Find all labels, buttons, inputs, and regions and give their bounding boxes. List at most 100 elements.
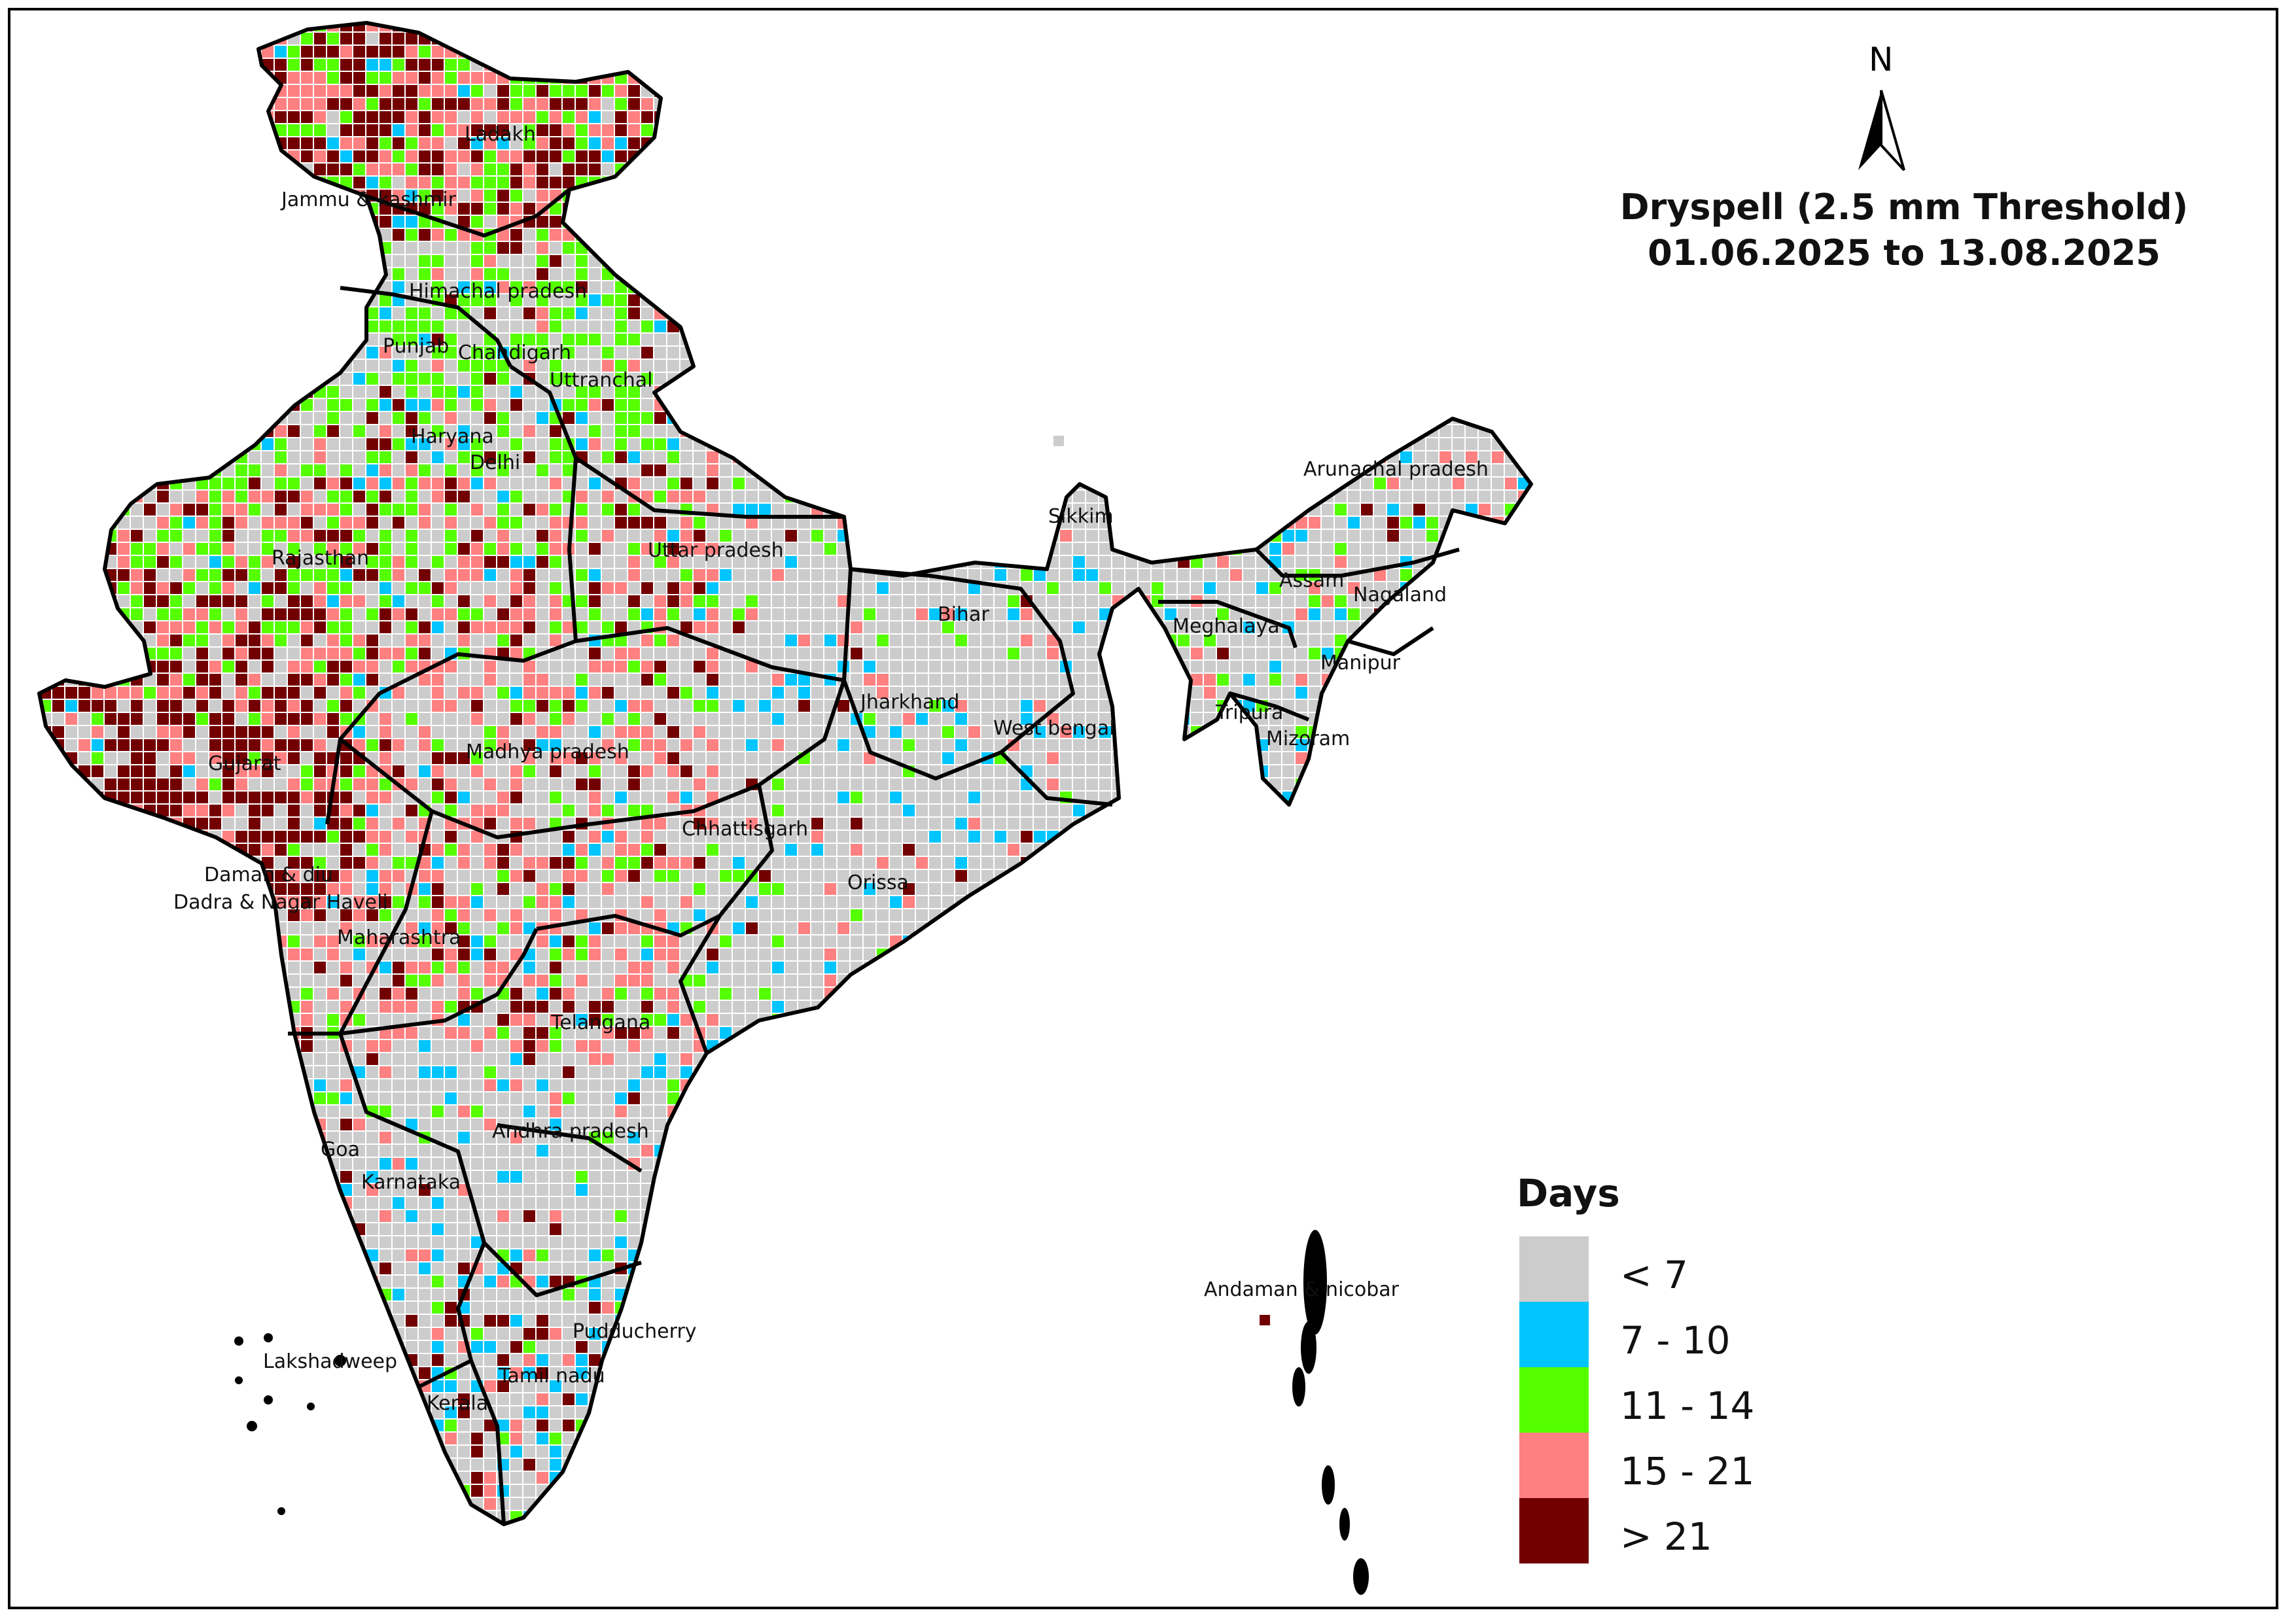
raster-cell	[759, 321, 771, 332]
raster-cell	[981, 72, 993, 84]
raster-cell	[1034, 137, 1046, 149]
raster-cell	[393, 177, 404, 188]
raster-cell	[851, 464, 862, 476]
raster-cell	[890, 491, 902, 502]
raster-cell	[1492, 399, 1504, 411]
raster-cell	[1400, 190, 1412, 201]
raster-cell	[471, 216, 483, 228]
raster-cell	[510, 556, 522, 568]
raster-cell	[537, 46, 548, 58]
raster-cell	[1479, 530, 1491, 542]
raster-cell	[1060, 334, 1072, 345]
raster-cell	[353, 255, 365, 267]
raster-cell	[1008, 373, 1019, 385]
raster-cell	[196, 347, 208, 358]
raster-cell	[733, 150, 745, 162]
raster-cell	[589, 386, 601, 398]
raster-cell	[838, 98, 849, 110]
raster-cell	[1178, 281, 1190, 293]
raster-cell	[366, 255, 378, 267]
raster-cell	[1439, 347, 1451, 358]
raster-cell	[1400, 85, 1412, 97]
raster-cell	[1034, 177, 1046, 188]
raster-cell	[1191, 33, 1203, 44]
raster-cell	[458, 72, 470, 84]
raster-cell	[916, 504, 928, 515]
raster-cell	[1243, 203, 1255, 215]
raster-cell	[406, 478, 417, 489]
raster-cell	[39, 46, 51, 58]
raster-cell	[393, 347, 404, 358]
raster-cell	[576, 46, 588, 58]
raster-cell	[510, 517, 522, 529]
raster-cell	[759, 190, 771, 201]
raster-cell	[563, 321, 574, 332]
raster-cell	[118, 72, 130, 84]
raster-cell	[890, 111, 902, 123]
raster-cell	[1256, 72, 1268, 84]
raster-cell	[1021, 111, 1033, 123]
raster-cell	[353, 137, 365, 149]
raster-cell	[981, 347, 993, 358]
raster-cell	[1309, 399, 1320, 411]
raster-cell	[1309, 164, 1320, 175]
raster-cell	[981, 216, 993, 228]
raster-cell	[1335, 229, 1347, 241]
raster-cell	[314, 412, 326, 424]
raster-cell	[1531, 543, 1543, 555]
raster-cell	[1256, 137, 1268, 149]
raster-cell	[314, 150, 326, 162]
raster-cell	[1139, 177, 1150, 188]
raster-cell	[851, 59, 862, 71]
raster-cell	[864, 150, 875, 162]
raster-cell	[406, 517, 417, 529]
raster-cell	[811, 347, 823, 358]
raster-cell	[79, 530, 90, 542]
raster-cell	[1361, 294, 1373, 306]
raster-cell	[1335, 33, 1347, 44]
raster-cell	[1256, 268, 1268, 280]
raster-cell	[1335, 85, 1347, 97]
raster-cell	[314, 569, 326, 581]
raster-cell	[380, 164, 391, 175]
raster-cell	[1125, 478, 1137, 489]
raster-cell	[1269, 281, 1281, 293]
raster-cell	[563, 334, 574, 345]
raster-cell	[1073, 334, 1085, 345]
raster-cell	[340, 72, 352, 84]
raster-cell	[196, 150, 208, 162]
raster-cell	[1099, 124, 1111, 136]
raster-cell	[144, 268, 156, 280]
raster-cell	[851, 124, 862, 136]
raster-cell	[393, 543, 404, 555]
raster-cell	[1191, 137, 1203, 149]
raster-cell	[563, 59, 574, 71]
raster-cell	[275, 111, 287, 123]
raster-cell	[916, 412, 928, 424]
raster-cell	[1479, 98, 1491, 110]
raster-cell	[641, 425, 653, 437]
raster-cell	[1008, 150, 1019, 162]
raster-cell	[1322, 255, 1333, 267]
raster-cell	[785, 164, 797, 175]
raster-cell	[550, 59, 561, 71]
raster-cell	[1479, 85, 1491, 97]
raster-cell	[851, 373, 862, 385]
raster-cell	[838, 399, 849, 411]
raster-cell	[1060, 451, 1072, 463]
raster-cell	[170, 334, 182, 345]
raster-cell	[916, 85, 928, 97]
raster-cell	[275, 464, 287, 476]
raster-cell	[131, 307, 143, 319]
raster-cell	[380, 321, 391, 332]
raster-cell	[1139, 360, 1150, 372]
raster-cell	[1204, 321, 1216, 332]
raster-cell	[838, 425, 849, 437]
raster-cell	[79, 137, 90, 149]
raster-cell	[733, 412, 745, 424]
raster-cell	[523, 517, 535, 529]
raster-cell	[1439, 137, 1451, 149]
raster-cell	[1047, 569, 1059, 581]
raster-cell	[1426, 111, 1438, 123]
raster-cell	[1204, 530, 1216, 542]
